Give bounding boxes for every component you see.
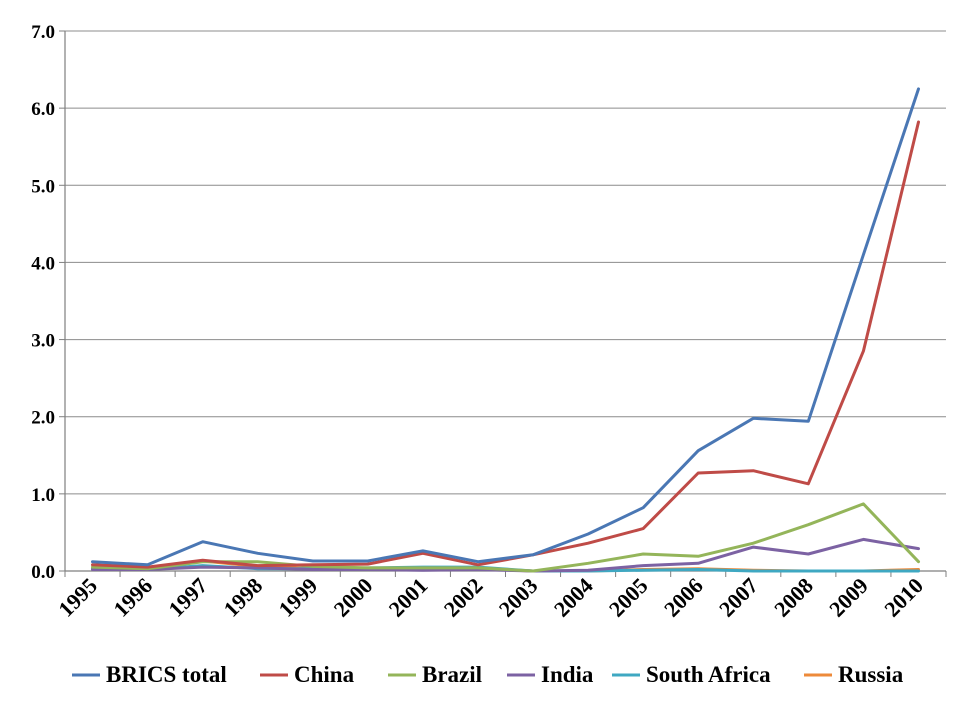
y-tick-label: 4.0 [31,253,55,274]
y-tick-label: 3.0 [31,331,55,352]
x-tick-label: 1995 [53,573,102,622]
x-tick-label: 2010 [879,573,928,622]
y-tick-label: 2.0 [31,408,55,429]
legend: BRICS total China Brazil India South Africa R… [72,662,904,687]
legend-label: Russia [838,662,904,687]
y-tick-label: 7.0 [31,22,55,43]
x-tick-label: 1997 [163,573,212,622]
y-tick-label: 5.0 [31,176,55,197]
y-axis-tick-labels: 0.0 1.0 2.0 3.0 4.0 5.0 6.0 7.0 [31,22,55,583]
y-tick-label: 6.0 [31,99,55,120]
x-tick-label: 2006 [659,573,708,622]
x-tick-label: 1996 [108,573,157,622]
x-tick-label: 2004 [549,573,598,622]
x-tick-label: 2008 [769,573,818,622]
legend-label: BRICS total [106,662,227,687]
x-tick-label: 1998 [218,573,267,622]
x-tick-label: 2007 [714,573,763,622]
y-tick-label: 0.0 [31,562,55,583]
legend-label: South Africa [646,662,771,687]
x-tick-label: 2002 [439,573,488,622]
legend-label: China [294,662,355,687]
y-tick-label: 1.0 [31,485,55,506]
x-tick-label: 2005 [604,573,653,622]
x-tick-label: 2003 [494,573,543,622]
legend-label: Brazil [422,662,482,687]
series-lines [91,87,920,573]
x-tick-label: 2009 [824,573,873,622]
series-line-china [91,120,920,569]
legend-label: India [541,662,594,687]
x-tick-label: 2001 [384,573,433,622]
x-tick-label: 2000 [329,573,378,622]
x-axis-tick-labels: 1995 1996 1997 1998 1999 2000 2001 2002 2003 2004… [53,573,928,622]
x-tick-label: 1999 [274,573,323,622]
axes [59,30,947,577]
gridlines [65,30,946,495]
series-line-brics-total [91,87,920,567]
